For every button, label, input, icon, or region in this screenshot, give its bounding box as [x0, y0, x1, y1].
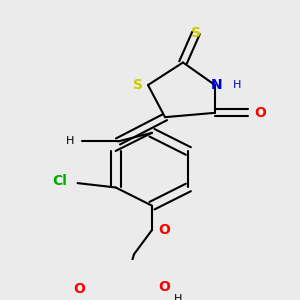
Text: S: S [133, 78, 143, 92]
Text: S: S [191, 26, 201, 40]
Text: O: O [254, 106, 266, 120]
Text: H: H [233, 80, 241, 90]
Text: Cl: Cl [52, 174, 67, 188]
Text: O: O [158, 223, 170, 237]
Text: O: O [73, 282, 85, 296]
Text: H: H [66, 136, 74, 146]
Text: H: H [174, 294, 182, 300]
Text: N: N [211, 78, 223, 92]
Text: O: O [158, 280, 170, 294]
